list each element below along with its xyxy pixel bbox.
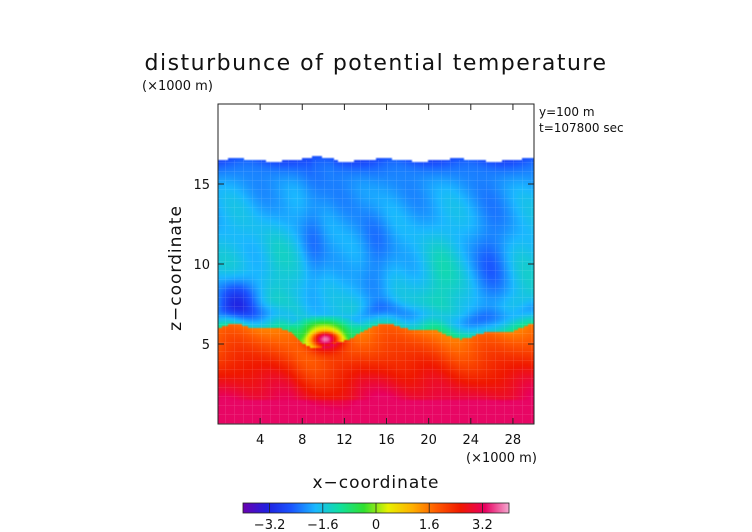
colorbar-tick-label: 3.2 bbox=[472, 518, 493, 532]
y-axis: 5 10 15 bbox=[193, 178, 534, 353]
x-tick-label: 16 bbox=[378, 433, 395, 448]
x-tick-label: 8 bbox=[298, 433, 306, 448]
x-tick-label: 4 bbox=[256, 433, 264, 448]
x-tick-label: 28 bbox=[505, 433, 522, 448]
y-tick-label: 10 bbox=[193, 258, 210, 273]
colorbar-tick-label: −1.6 bbox=[307, 518, 339, 532]
x-unit-label: (×1000 m) bbox=[466, 451, 537, 466]
x-axis-label: x−coordinate bbox=[313, 473, 440, 493]
colorbar-tick-label: 1.6 bbox=[419, 518, 440, 532]
colorbar: −3.2 −1.6 0 1.6 3.2 bbox=[242, 502, 510, 532]
colorbar-tick-label: 0 bbox=[372, 518, 380, 532]
annotation-line-2: t=107800 sec bbox=[539, 121, 624, 135]
chart-title: disturbunce of potential temperature bbox=[145, 51, 608, 76]
y-tick-label: 15 bbox=[193, 178, 210, 193]
y-unit-label: (×1000 m) bbox=[142, 79, 213, 94]
x-tick-label: 24 bbox=[463, 433, 480, 448]
y-tick-label: 5 bbox=[202, 338, 210, 353]
plot-area bbox=[217, 103, 535, 425]
x-axis: 4 8 12 16 20 24 28 bbox=[256, 104, 521, 448]
annotation-line-1: y=100 m bbox=[539, 105, 595, 119]
field-grid-overlay bbox=[218, 160, 534, 424]
colorbar-tick-label: −3.2 bbox=[254, 518, 286, 532]
x-tick-label: 12 bbox=[336, 433, 353, 448]
x-tick-label: 20 bbox=[420, 433, 437, 448]
y-axis-label: z−coordinate bbox=[166, 205, 186, 331]
